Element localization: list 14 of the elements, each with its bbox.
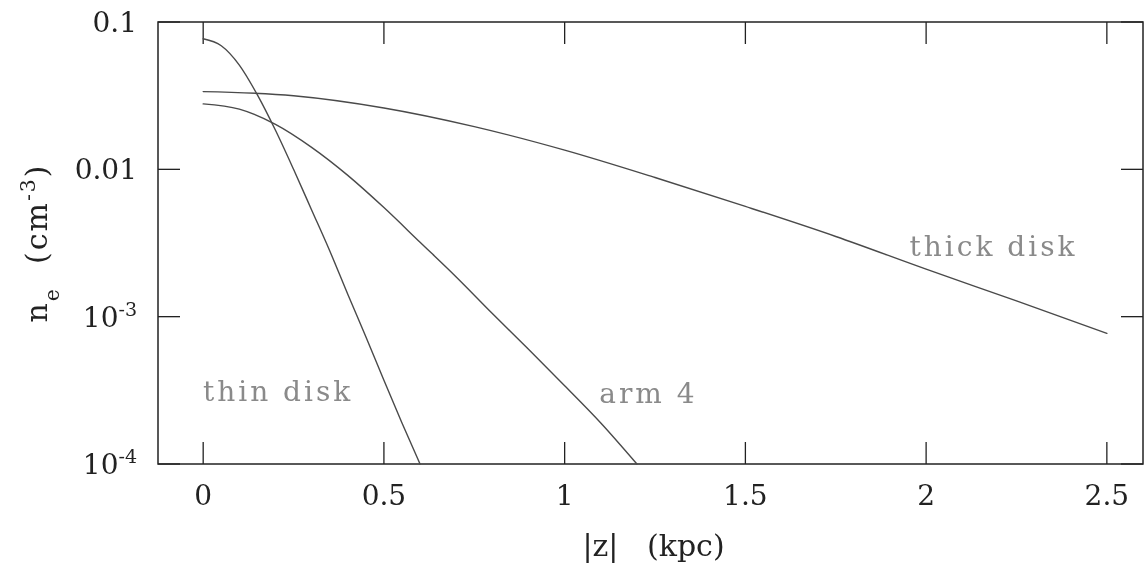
- series-label: thick disk: [909, 229, 1078, 263]
- x-tick-label: 2.5: [1084, 479, 1130, 512]
- x-tick-label: 1: [555, 479, 574, 512]
- x-tick-label: 0.5: [361, 479, 407, 512]
- series-label: thin disk: [202, 374, 354, 408]
- y-tick-label: 10$^{-4}$: [82, 445, 137, 482]
- x-tick-label: 2: [917, 479, 936, 512]
- y-tick-label: 0.1: [92, 6, 137, 40]
- x-axis-title: |z| (kpc): [582, 528, 725, 563]
- series-label: arm 4: [599, 377, 698, 410]
- x-tick-label: 1.5: [723, 479, 768, 512]
- y-tick-label: 0.01: [74, 153, 137, 187]
- y-tick-label: 10$^{-3}$: [82, 297, 137, 334]
- x-tick-label: 0: [194, 479, 213, 512]
